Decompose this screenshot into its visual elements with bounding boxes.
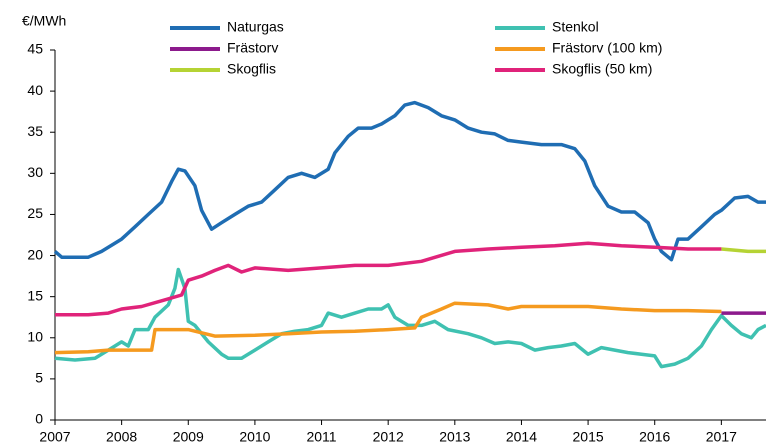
- legend-label: Skogflis: [227, 61, 276, 77]
- legend-label: Naturgas: [227, 19, 284, 35]
- x-tick-label: 2011: [306, 429, 336, 445]
- y-tick-label: 35: [27, 123, 43, 139]
- x-tick-label: 2014: [506, 429, 537, 445]
- y-tick-label: 20: [27, 246, 43, 262]
- line: [721, 247, 766, 254]
- x-tick-label: 2007: [39, 429, 70, 445]
- y-tick-label: 45: [27, 41, 43, 57]
- legend-label: Frästorv (100 km): [552, 40, 662, 56]
- y-axis-label: €/MWh: [22, 13, 66, 29]
- legend-label: Skogflis (50 km): [552, 61, 652, 77]
- x-tick-label: 2012: [373, 429, 404, 445]
- y-tick-label: 40: [27, 82, 43, 98]
- x-tick-label: 2008: [106, 429, 137, 445]
- x-tick-label: 2016: [639, 429, 670, 445]
- line: [53, 100, 766, 262]
- x-tick-label: 2013: [439, 429, 470, 445]
- y-tick-label: 0: [35, 411, 43, 427]
- x-tick-label: 2010: [239, 429, 270, 445]
- line: [54, 267, 766, 369]
- line: [54, 301, 722, 355]
- y-tick-label: 10: [27, 328, 43, 344]
- x-tick-label: 2017: [706, 429, 737, 445]
- x-tick-label: 2015: [573, 429, 604, 445]
- x-tick-label: 2009: [173, 429, 204, 445]
- y-tick-label: 5: [35, 370, 43, 386]
- y-tick-label: 15: [27, 287, 43, 303]
- y-tick-label: 30: [27, 164, 43, 180]
- legend-label: Stenkol: [552, 19, 599, 35]
- legend-label: Frästorv: [227, 40, 278, 56]
- line: [55, 241, 722, 317]
- y-tick-label: 25: [27, 205, 43, 221]
